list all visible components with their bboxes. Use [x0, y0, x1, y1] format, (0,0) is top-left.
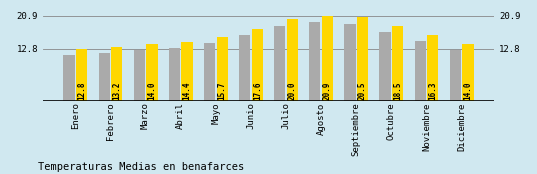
Bar [427, 35, 438, 101]
Text: 14.0: 14.0 [148, 81, 156, 100]
Bar [111, 47, 122, 101]
Bar [63, 55, 75, 101]
Bar [462, 44, 474, 101]
Bar [169, 48, 180, 101]
Text: Temperaturas Medias en benafarces: Temperaturas Medias en benafarces [38, 162, 244, 172]
Text: 14.0: 14.0 [463, 81, 473, 100]
Bar [146, 44, 157, 101]
Text: 15.7: 15.7 [217, 81, 227, 100]
Bar [204, 43, 215, 101]
Bar [252, 29, 263, 101]
Bar [309, 22, 321, 101]
Bar [274, 26, 285, 101]
Text: 20.9: 20.9 [323, 81, 332, 100]
Text: 13.2: 13.2 [112, 81, 121, 100]
Bar [449, 50, 461, 101]
Bar [182, 42, 193, 101]
Text: 18.5: 18.5 [393, 81, 402, 100]
Text: 20.0: 20.0 [288, 81, 297, 100]
Text: 17.6: 17.6 [253, 81, 262, 100]
Bar [344, 23, 355, 101]
Bar [357, 17, 368, 101]
Bar [134, 50, 145, 101]
Bar [322, 16, 333, 101]
Bar [287, 19, 298, 101]
Bar [99, 53, 110, 101]
Text: 16.3: 16.3 [429, 81, 437, 100]
Bar [392, 26, 403, 101]
Bar [216, 37, 228, 101]
Bar [415, 41, 426, 101]
Bar [76, 49, 88, 101]
Text: 20.5: 20.5 [358, 81, 367, 100]
Bar [239, 35, 250, 101]
Bar [380, 32, 391, 101]
Text: 14.4: 14.4 [183, 81, 192, 100]
Text: 12.8: 12.8 [77, 81, 86, 100]
